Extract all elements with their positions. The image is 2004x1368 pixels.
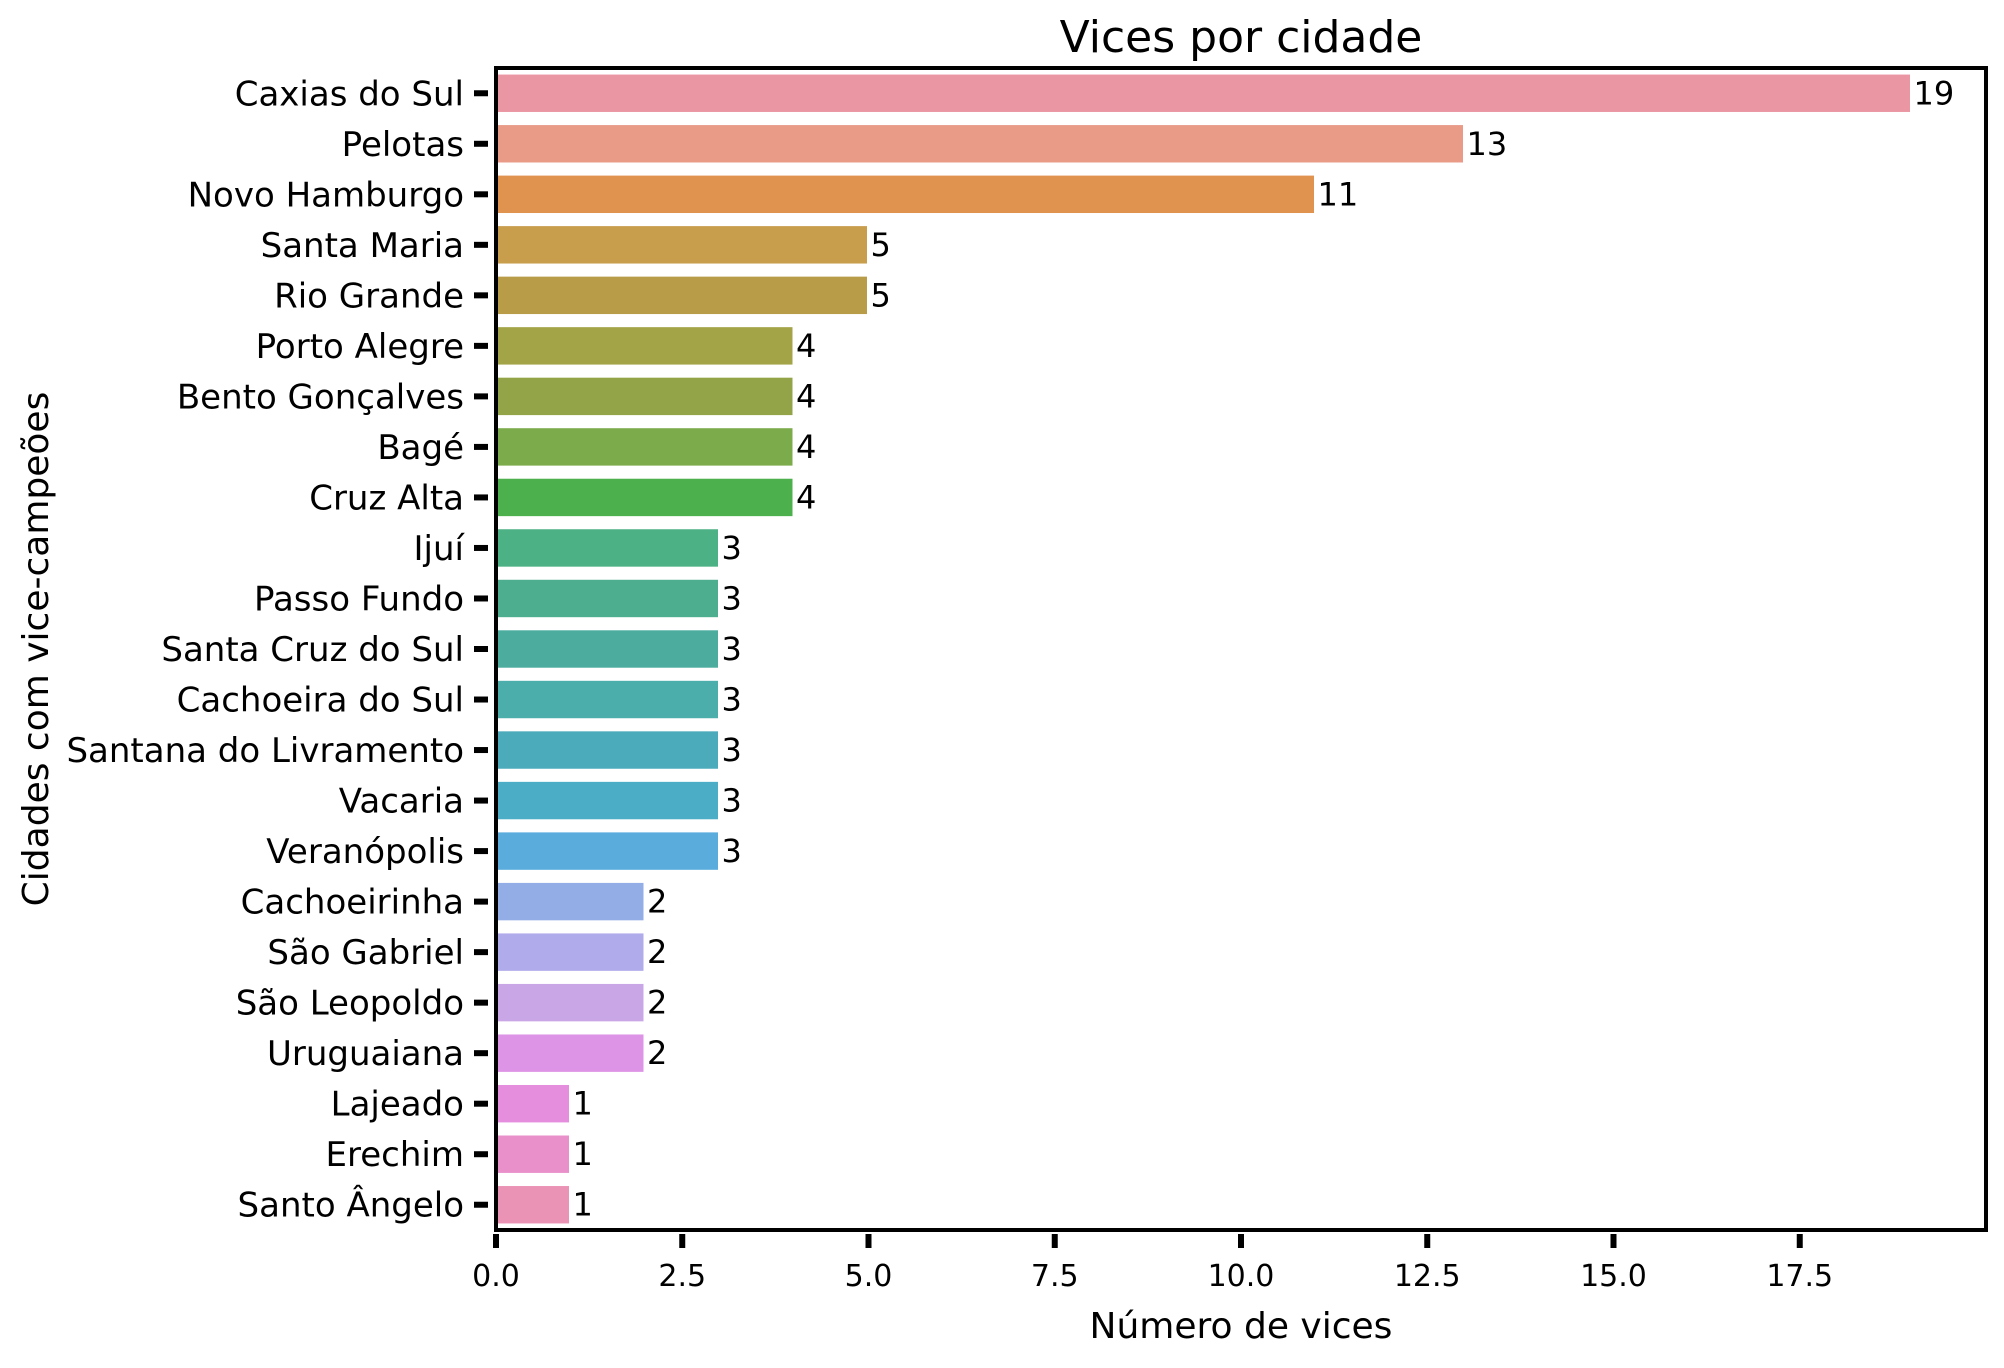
bar-value-label: 3 xyxy=(722,681,742,719)
bar-value-label: 3 xyxy=(722,630,742,668)
bar xyxy=(494,930,647,974)
bar-value-label: 19 xyxy=(1914,74,1955,112)
y-tick-label: Novo Hamburgo xyxy=(188,175,464,215)
bar xyxy=(494,1031,647,1075)
bar xyxy=(494,576,721,621)
bar-value-label: 3 xyxy=(722,529,742,567)
y-tick-label: Porto Alegre xyxy=(256,327,464,367)
bar xyxy=(494,122,1466,166)
y-tick-label: Rio Grande xyxy=(274,276,464,316)
y-tick-label: Lajeado xyxy=(331,1085,464,1125)
plot-frame xyxy=(494,66,1988,1232)
bar xyxy=(494,980,647,1025)
bar-value-label: 4 xyxy=(796,327,816,365)
y-tick-label: Cruz Alta xyxy=(309,478,464,518)
bar-value-label: 13 xyxy=(1467,125,1508,163)
bar xyxy=(494,425,796,469)
bar-value-label: 1 xyxy=(573,1085,593,1123)
y-tick-label: Santa Cruz do Sul xyxy=(161,630,464,670)
y-tick-label: Ijuí xyxy=(414,529,466,569)
y-tick-label: Veranópolis xyxy=(266,832,464,872)
x-tick-label: 10.0 xyxy=(1208,1259,1275,1294)
y-tick-label: Cachoeirinha xyxy=(241,883,464,923)
x-tick-label: 15.0 xyxy=(1580,1259,1647,1294)
bar-value-label: 4 xyxy=(796,428,816,466)
y-tick-label: Passo Fundo xyxy=(254,579,464,619)
bar-value-label: 5 xyxy=(871,226,891,264)
bar-value-label: 2 xyxy=(647,1034,667,1072)
bar-value-label: 1 xyxy=(573,1186,593,1224)
x-axis-title: Número de vices xyxy=(1090,1306,1393,1347)
y-tick-label: Santa Maria xyxy=(261,226,464,266)
y-tick-label: Erechim xyxy=(326,1135,464,1175)
y-tick-label: Pelotas xyxy=(342,125,464,165)
bar xyxy=(494,475,796,520)
bar xyxy=(494,324,796,368)
bar-value-label: 3 xyxy=(722,579,742,617)
y-tick-label: Vacaria xyxy=(339,782,464,822)
bar-value-label: 2 xyxy=(647,883,667,921)
bar-value-label: 5 xyxy=(871,276,891,314)
y-axis-title: Cidades com vice-campeões xyxy=(16,392,57,907)
y-tick-label: Bento Gonçalves xyxy=(177,377,464,417)
bar-value-label: 1 xyxy=(573,1135,593,1173)
bar xyxy=(494,223,870,267)
bar xyxy=(494,526,721,570)
y-tick-label: Santana do Livramento xyxy=(66,731,464,771)
x-tick-label: 17.5 xyxy=(1766,1259,1833,1294)
y-tick-label: São Gabriel xyxy=(267,933,464,973)
x-tick-label: 2.5 xyxy=(658,1259,706,1294)
y-tick-label: Caxias do Sul xyxy=(235,74,464,114)
bar xyxy=(494,677,721,722)
y-tick-label: Cachoeira do Sul xyxy=(177,681,464,721)
bar xyxy=(494,627,721,671)
bar xyxy=(494,374,796,419)
x-tick-label: 5.0 xyxy=(845,1259,893,1294)
bar-value-label: 3 xyxy=(722,832,742,870)
bar xyxy=(494,728,721,772)
chart-title: Vices por cidade xyxy=(1060,12,1423,63)
y-axis: Caxias do Sul Pelotas Novo Hamburgo Santa M… xyxy=(66,74,488,1226)
bar xyxy=(494,1183,572,1227)
bar xyxy=(494,1132,572,1176)
bar xyxy=(494,829,721,873)
x-tick-label: 0.0 xyxy=(472,1259,520,1294)
bar-value-label: 3 xyxy=(722,782,742,820)
bar xyxy=(494,71,1913,115)
bar-value-label: 11 xyxy=(1318,175,1359,213)
bar xyxy=(494,172,1317,217)
bar xyxy=(494,778,721,823)
bar-value-label: 4 xyxy=(796,377,816,415)
bar xyxy=(494,273,870,318)
bar xyxy=(494,1081,572,1126)
bar xyxy=(494,879,647,924)
x-tick-label: 12.5 xyxy=(1394,1259,1461,1294)
bar-value-label: 2 xyxy=(647,984,667,1022)
bar-value-label: 3 xyxy=(722,731,742,769)
y-tick-label: Bagé xyxy=(377,428,464,468)
y-tick-label: São Leopoldo xyxy=(236,984,464,1024)
x-axis: 0.0 2.5 5.0 7.5 10.0 12.5 15.0 17.5 xyxy=(472,1234,1833,1294)
bars-group xyxy=(494,71,1913,1227)
bar-value-label: 4 xyxy=(796,478,816,516)
y-tick-label: Santo Ângelo xyxy=(238,1185,464,1226)
x-tick-label: 7.5 xyxy=(1031,1259,1079,1294)
bar-value-label: 2 xyxy=(647,933,667,971)
y-tick-label: Uruguaiana xyxy=(267,1034,464,1074)
